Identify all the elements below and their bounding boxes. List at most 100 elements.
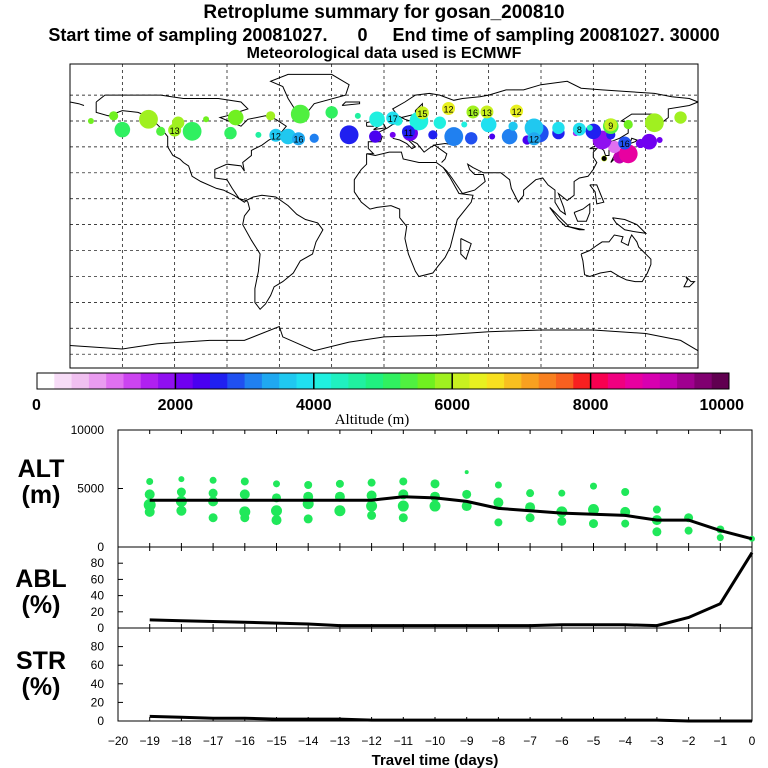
str-label-line2: (%) bbox=[21, 673, 61, 701]
alt-scatter-point bbox=[429, 500, 441, 512]
plume-point bbox=[644, 113, 664, 133]
alt-scatter-point bbox=[273, 480, 280, 488]
colorbar-swatch bbox=[348, 373, 367, 389]
colorbar-tick-label: 8000 bbox=[573, 397, 609, 414]
plume-point bbox=[139, 109, 158, 129]
x-tick-label: −5 bbox=[587, 734, 601, 748]
alt-scatter-point bbox=[398, 513, 408, 523]
x-tick-label: −18 bbox=[171, 734, 192, 748]
x-tick-label: −20 bbox=[108, 734, 129, 748]
plume-point bbox=[354, 112, 361, 119]
alt-scatter-point bbox=[208, 513, 218, 523]
coastline-17 bbox=[567, 225, 585, 231]
colorbar-swatch bbox=[694, 373, 713, 389]
alt-scatter-point bbox=[588, 504, 599, 516]
colorbar-swatch bbox=[88, 373, 107, 389]
x-tick-label: −9 bbox=[460, 734, 474, 748]
coastline-9 bbox=[442, 101, 699, 216]
alt-y-tick-label: 0 bbox=[97, 540, 104, 554]
alt-y-tick-label: 10000 bbox=[71, 423, 105, 437]
plume-label-disc bbox=[527, 132, 541, 146]
plume-label-disc bbox=[510, 104, 524, 118]
str-label-line1: STR bbox=[16, 647, 66, 675]
plume-point bbox=[280, 128, 296, 145]
plume-point bbox=[203, 116, 210, 123]
str-y-tick-label: 0 bbox=[97, 714, 104, 728]
str-y-tick-label: 60 bbox=[91, 658, 105, 672]
coastline-23 bbox=[69, 325, 699, 352]
colorbar-swatch bbox=[296, 373, 315, 389]
colorbar-swatch bbox=[625, 373, 643, 389]
colorbar-swatch bbox=[123, 373, 142, 389]
coastline-1 bbox=[242, 194, 324, 311]
colorbar-swatch bbox=[642, 373, 661, 389]
plume-point bbox=[641, 133, 657, 150]
plume-point bbox=[433, 116, 447, 129]
x-tick-label: −8 bbox=[492, 734, 506, 748]
alt-scatter-point bbox=[461, 501, 472, 512]
plume-label-disc bbox=[401, 125, 415, 139]
colorbar-swatch bbox=[383, 373, 401, 389]
colorbar-swatch bbox=[261, 373, 280, 389]
abl-panel-frame bbox=[117, 546, 753, 629]
plume-label-disc bbox=[168, 123, 182, 137]
coastline-2 bbox=[269, 73, 350, 113]
plume-point bbox=[461, 121, 468, 128]
plume-point bbox=[623, 119, 633, 130]
plume-point bbox=[508, 121, 518, 131]
plume-point bbox=[444, 127, 464, 146]
abl-y-tick-label: 0 bbox=[97, 621, 104, 635]
colorbar-frame bbox=[36, 372, 730, 390]
str-y-tick-label: 80 bbox=[91, 640, 105, 654]
x-tick-label: 0 bbox=[749, 734, 756, 748]
x-tick-label: −3 bbox=[650, 734, 664, 748]
plume-label: 9 bbox=[608, 121, 613, 131]
x-tick-label: −16 bbox=[235, 734, 256, 748]
alt-scatter-point bbox=[558, 489, 566, 497]
plume-point bbox=[109, 111, 119, 121]
alt-y-tick-label: 5000 bbox=[77, 482, 104, 496]
plume-point bbox=[608, 140, 621, 154]
plume-point bbox=[656, 137, 663, 143]
str-mean-line bbox=[149, 714, 752, 723]
colorbar-axis-label: Altitude (m) bbox=[335, 412, 410, 428]
colorbar-swatch bbox=[175, 373, 194, 389]
x-tick-label: −6 bbox=[555, 734, 569, 748]
str-y-tick-label: 40 bbox=[91, 677, 105, 691]
plume-label: 16 bbox=[620, 139, 630, 149]
colorbar-swatch bbox=[434, 373, 453, 389]
alt-scatter-point bbox=[144, 489, 155, 500]
plume-point bbox=[552, 121, 565, 135]
colorbar-swatch bbox=[590, 373, 609, 389]
alt-scatter-point bbox=[146, 477, 154, 485]
alt-scatter-point bbox=[208, 488, 218, 498]
plume-label: 16 bbox=[294, 135, 304, 145]
figure-title: Retroplume summary for gosan_200810 bbox=[203, 2, 565, 23]
plume-point bbox=[224, 126, 237, 140]
plume-label-disc bbox=[618, 136, 632, 150]
coastline-20 bbox=[589, 184, 605, 205]
abl-panel-label: ABL (%) bbox=[6, 566, 76, 618]
alt-scatter-point bbox=[271, 515, 282, 526]
alt-scatter-point bbox=[716, 534, 724, 542]
alt-scatter-point bbox=[621, 488, 630, 497]
colorbar-swatch bbox=[452, 373, 470, 389]
colorbar-swatch bbox=[659, 373, 678, 389]
alt-scatter-point bbox=[464, 470, 469, 475]
alt-scatter-point bbox=[303, 514, 313, 524]
alt-mean-line bbox=[149, 495, 753, 541]
plume-label: 12 bbox=[512, 107, 522, 117]
plume-point bbox=[290, 104, 310, 124]
coastline-15 bbox=[683, 276, 696, 288]
colorbar-swatch bbox=[711, 373, 730, 389]
colorbar-swatch bbox=[677, 373, 695, 389]
alt-scatter-point bbox=[430, 479, 440, 489]
abl-y-tick-label: 20 bbox=[91, 605, 105, 619]
plume-label: 16 bbox=[468, 108, 478, 118]
alt-scatter-point bbox=[176, 487, 186, 497]
alt-scatter-point bbox=[397, 500, 409, 512]
colorbar-swatch bbox=[607, 373, 626, 389]
plume-label-disc bbox=[442, 102, 456, 115]
plume-label-disc bbox=[269, 128, 283, 142]
